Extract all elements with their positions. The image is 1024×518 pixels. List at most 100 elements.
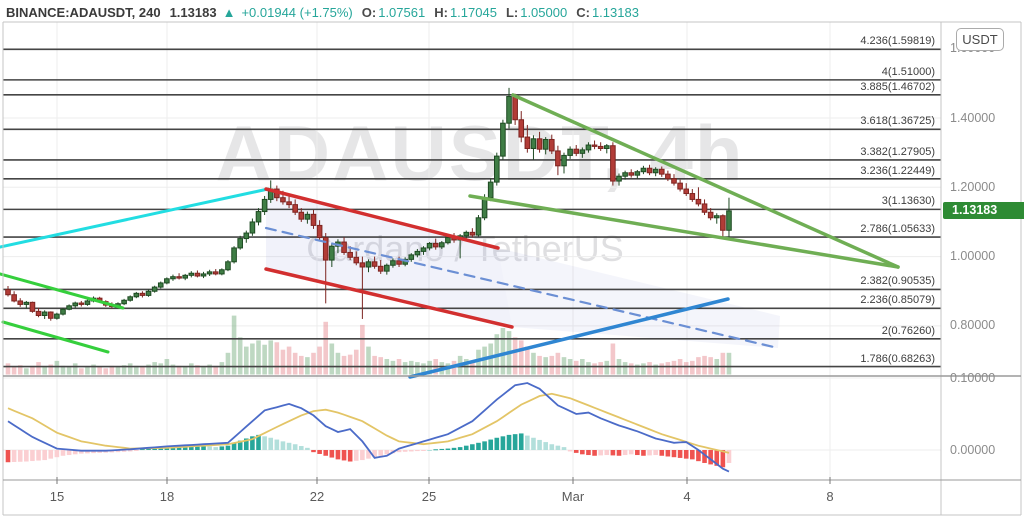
candlestick (35, 310, 42, 317)
macd-histogram-bar (555, 445, 561, 450)
candlestick (597, 145, 604, 149)
macd-histogram-bar (641, 450, 646, 456)
volume-bar (500, 328, 506, 375)
volume-bar (11, 367, 17, 375)
candlestick (469, 231, 476, 236)
macd-histogram-bar (134, 450, 139, 451)
macd-histogram-bar (500, 436, 506, 450)
macd-histogram-bar (708, 450, 713, 465)
volume-bar (537, 355, 542, 375)
candlestick (200, 273, 207, 277)
channel-bottom-red (264, 267, 514, 329)
volume-bar (470, 362, 475, 375)
channel-extension-fill (498, 248, 780, 348)
volume-bar (549, 355, 555, 375)
candlestick (17, 300, 24, 305)
macd-histogram-bar (268, 437, 274, 450)
volume-bar (415, 362, 420, 375)
candlestick (304, 213, 311, 220)
macd-histogram-bar (36, 450, 41, 461)
wedge-upper-green (511, 93, 900, 269)
macd-histogram-bar (341, 450, 347, 461)
candlestick (225, 261, 231, 271)
macd-histogram-bar (127, 450, 133, 452)
candlestick (726, 210, 732, 231)
volume-bar (335, 352, 341, 375)
volume-bar (225, 352, 231, 375)
volume-bar (421, 363, 426, 375)
candlestick (494, 155, 500, 183)
volume-bar (292, 352, 298, 375)
macd-histogram-bar (231, 443, 237, 450)
candlestick (310, 213, 317, 226)
candlestick (567, 148, 573, 156)
candlestick (322, 237, 329, 261)
macd-histogram-bar (586, 450, 591, 456)
candlestick (231, 247, 237, 263)
macd-histogram-bar (66, 450, 72, 456)
left-green-line-1 (0, 272, 125, 310)
volume-bar (286, 346, 292, 375)
volume-bar (30, 365, 35, 375)
macd-histogram-bar (30, 450, 35, 462)
volume-bar (586, 362, 591, 375)
candlestick (47, 311, 54, 319)
candlestick (677, 182, 683, 190)
candlestick (585, 144, 592, 151)
candlestick (658, 168, 665, 175)
candlestick (628, 172, 635, 176)
volume-bar (48, 364, 54, 375)
volume-bar (182, 367, 188, 375)
candlestick (445, 237, 451, 244)
candlestick (157, 282, 164, 288)
volume-bar (219, 362, 225, 375)
volume-bar (231, 315, 237, 375)
volume-bar (60, 365, 66, 375)
channel-top-red (264, 187, 500, 250)
volume-bar (72, 363, 78, 375)
candlestick (720, 215, 726, 231)
macd-histogram-bar (17, 450, 23, 462)
volume-bar (189, 363, 194, 375)
candlestick (518, 119, 525, 138)
candlestick (127, 296, 134, 301)
volume-bar (262, 344, 267, 375)
candlestick (292, 204, 298, 213)
macd-histogram-bar (360, 450, 365, 461)
volume-bar (121, 365, 127, 375)
currency-toggle-button[interactable]: USDT (956, 28, 1004, 51)
channel-mid-dashed (264, 226, 780, 350)
macd-histogram-bar (274, 439, 280, 450)
candlestick (573, 148, 580, 154)
macd-histogram-bar (54, 450, 60, 458)
left-green-line-2 (1, 320, 110, 354)
macd-histogram-bar (121, 450, 127, 452)
candlestick (408, 254, 415, 260)
candlestick (298, 211, 305, 220)
candlestick (249, 221, 256, 234)
candlestick (371, 261, 378, 267)
symbol-title[interactable]: BINANCE:ADAUSDT, 240 (6, 4, 161, 20)
macd-histogram-bar (353, 450, 359, 461)
macd-histogram-bar (635, 450, 640, 456)
candlestick (133, 292, 140, 298)
macd-histogram-bar (182, 446, 188, 450)
macd-histogram-bar (580, 450, 585, 455)
candlestick (713, 215, 720, 219)
volume-bar (390, 360, 396, 375)
macd-histogram-bar (415, 450, 420, 452)
macd-histogram-bar (653, 450, 658, 456)
macd-histogram-bar (592, 450, 597, 456)
candlestick (610, 145, 616, 182)
macd-histogram-bar (176, 446, 182, 450)
ohlc-value: 1.07561 (378, 4, 426, 20)
macd-histogram-bar (525, 435, 530, 450)
volume-bar (659, 363, 665, 375)
candlestick (182, 274, 188, 279)
candlestick (194, 272, 201, 277)
candlestick (616, 175, 622, 182)
macd-histogram-bar (494, 437, 500, 450)
volume-bar (604, 360, 610, 375)
candlestick (41, 311, 48, 317)
